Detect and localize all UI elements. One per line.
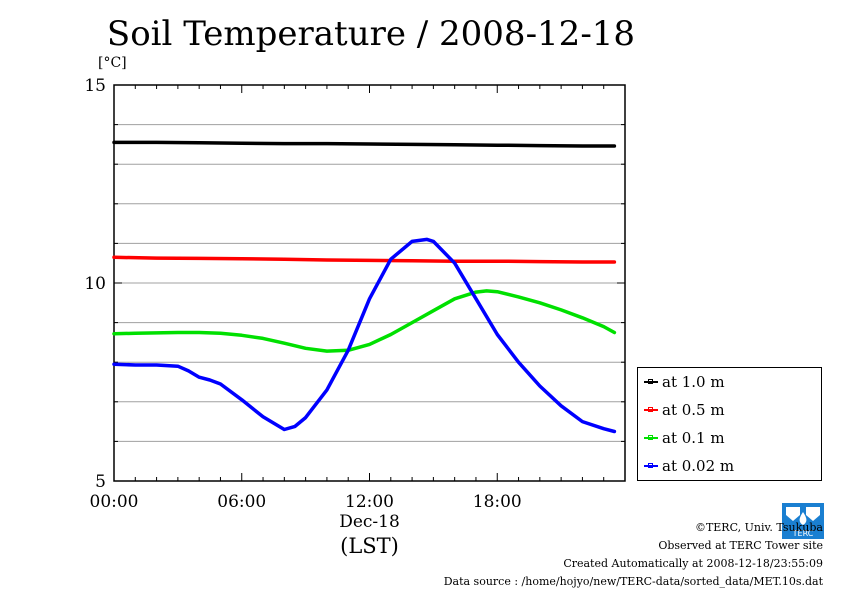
series-line-1 [112, 255, 617, 264]
legend-swatch-black [644, 379, 658, 384]
legend-label: at 0.1 m [662, 429, 725, 447]
site-text: Observed at TERC Tower site [658, 539, 823, 552]
y-tick-label: 10 [84, 274, 106, 294]
legend-swatch-green [644, 435, 658, 440]
copyright-text: ©TERC, Univ. Tsukuba [694, 521, 823, 534]
x-tick-label: 06:00 [217, 492, 266, 512]
legend-item-1.0m: at 1.0 m [644, 372, 725, 392]
legend-label: at 0.02 m [662, 457, 735, 475]
logo-text: TERC [792, 529, 814, 538]
chart-legend: at 1.0 m at 0.5 m at 0.1 m at 0.02 m [637, 367, 822, 481]
legend-item-0.5m: at 0.5 m [644, 400, 725, 420]
series-line-3 [112, 237, 617, 434]
legend-item-0.02m: at 0.02 m [644, 456, 734, 476]
legend-label: at 1.0 m [662, 373, 725, 391]
plot-frame [113, 84, 626, 482]
legend-label: at 0.5 m [662, 401, 725, 419]
y-axis-unit-label: [°C] [98, 55, 127, 71]
y-tick-label: 15 [84, 76, 106, 96]
x-tick-label: 00:00 [90, 492, 139, 512]
x-tick-label: 12:00 [345, 492, 394, 512]
data-source-text: Data source : /home/hojyo/new/TERC-data/… [443, 575, 823, 588]
legend-item-0.1m: at 0.1 m [644, 428, 725, 448]
chart-title: Soil Temperature / 2008-12-18 [106, 14, 636, 54]
series-line-2 [112, 289, 617, 353]
x-tick-label: 18:00 [473, 492, 522, 512]
legend-swatch-blue [644, 463, 658, 468]
x-axis-unit-label: (LST) [340, 534, 399, 558]
legend-swatch-red [644, 407, 658, 412]
y-tick-label: 5 [95, 472, 106, 492]
created-text: Created Automatically at 2008-12-18/23:5… [563, 557, 823, 570]
terc-logo-icon: TERC [782, 503, 824, 539]
series-line-0 [112, 140, 617, 148]
x-axis-date-label: Dec-18 [339, 512, 400, 532]
